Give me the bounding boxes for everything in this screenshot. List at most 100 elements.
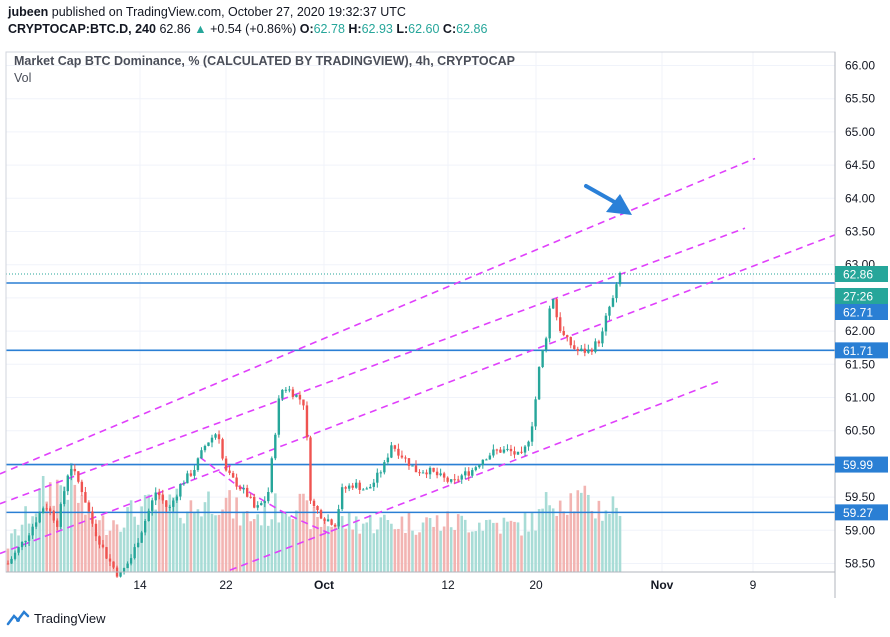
candle-body (27, 535, 31, 541)
volume-bar (340, 516, 344, 572)
candle-body (189, 473, 193, 476)
volume-bar (435, 515, 439, 572)
x-tick-label: Oct (314, 578, 334, 592)
annotation-arrow[interactable] (584, 184, 632, 215)
author-name[interactable]: jubeen (8, 5, 49, 19)
candle-body (551, 299, 555, 309)
candle-body (566, 335, 569, 338)
volume-bar (157, 491, 161, 572)
volume-bar (527, 531, 530, 572)
volume-bar (393, 529, 397, 572)
horizontal-levels[interactable] (6, 273, 835, 514)
candle-body (499, 449, 502, 453)
price-labels: 62.86 27:26 62.71 61.71 59.99 59.27 (835, 265, 888, 521)
candle-body (587, 349, 590, 353)
high-label: H: (348, 22, 362, 36)
candle-body (618, 273, 622, 285)
channel-trendline[interactable] (0, 234, 836, 555)
chart-header: jubeen published on TradingView.com, Oct… (8, 4, 888, 38)
volume-bar (608, 513, 611, 572)
channel-trendline[interactable] (0, 157, 756, 475)
candle-body (263, 501, 266, 504)
volume-bar (580, 492, 583, 572)
open-label: O: (299, 22, 314, 36)
candle-body (161, 495, 164, 501)
volume-bar (421, 522, 425, 572)
volume-bar (129, 500, 133, 572)
candle-body (309, 437, 312, 501)
candle-body (442, 473, 446, 478)
candle-body (457, 479, 460, 481)
candle-body (231, 473, 235, 478)
channel-zigzag[interactable] (199, 456, 331, 535)
candle-body (379, 472, 383, 474)
candle-body (63, 491, 66, 505)
volume-bar (344, 528, 347, 572)
volume-bar (368, 514, 372, 572)
volume-bar (330, 526, 333, 572)
ohlc-line: CRYPTOCAP:BTC.D, 240 62.86 ▲ +0.54 (+0.8… (8, 21, 888, 38)
volume-bar (249, 521, 252, 572)
channel-trendline[interactable] (0, 227, 746, 505)
volume-bar (354, 516, 358, 572)
candle-body (428, 467, 432, 475)
volume-bar (6, 548, 10, 572)
volume-bar (309, 529, 312, 572)
chart-legend-title: Market Cap BTC Dominance, % (CALCULATED … (14, 54, 515, 68)
price-label-bg (835, 504, 888, 521)
volume-bar (492, 522, 495, 572)
high-value: 62.93 (361, 22, 393, 36)
volume-bar (91, 523, 94, 572)
volume-bar (390, 523, 393, 572)
price-chart[interactable]: 66.0065.5065.0064.5064.0063.5063.0062.50… (0, 42, 890, 602)
volume-bar (576, 490, 580, 572)
candlesticks (6, 271, 622, 578)
arrow-shaft[interactable] (584, 184, 620, 206)
volume-bar (172, 497, 175, 572)
candle-body (467, 471, 470, 476)
candle-body (66, 475, 69, 492)
y-tick-label: 61.50 (845, 357, 875, 371)
candle-body (20, 541, 24, 548)
volume-bar (442, 526, 446, 572)
candle-body (136, 542, 140, 548)
x-tick-label: Nov (651, 578, 674, 592)
change-value: +0.54 (+0.86%) (210, 22, 297, 36)
candle-body (369, 486, 372, 489)
candle-body (49, 508, 52, 512)
up-triangle-icon: ▲ (194, 22, 207, 36)
candle-body (393, 445, 397, 449)
candle-body (288, 389, 291, 391)
candle-body (485, 459, 488, 461)
candle-body (245, 487, 249, 497)
volume-bar (446, 511, 449, 572)
y-tick-label: 60.50 (845, 424, 875, 438)
candle-body (555, 299, 558, 318)
candle-body (228, 470, 231, 474)
tradingview-logo-icon[interactable] (6, 608, 30, 628)
arrow-head[interactable] (606, 194, 632, 215)
volume-bar (27, 523, 31, 572)
candle-body (249, 496, 252, 498)
volume-bar (312, 507, 316, 572)
volume-bar (463, 519, 467, 572)
volume-bar (411, 530, 414, 572)
price-label-bg (835, 456, 888, 473)
candle-body (449, 479, 453, 482)
plot-frame (5, 51, 836, 573)
volume-bar (358, 533, 362, 572)
volume-bar (214, 515, 217, 572)
channel-trendline[interactable] (229, 380, 721, 571)
volume-bar (513, 521, 516, 572)
candle-body (527, 441, 530, 447)
candle-body (186, 473, 189, 484)
candle-body (548, 308, 551, 339)
candle-body (478, 465, 481, 468)
volume-bar (24, 506, 27, 572)
tradingview-brand[interactable]: TradingView (34, 610, 106, 626)
candle-body (172, 500, 175, 507)
volume-bar (604, 510, 608, 572)
candle-body (601, 331, 604, 344)
volume-bars (6, 462, 622, 572)
volume-bar (228, 490, 231, 572)
